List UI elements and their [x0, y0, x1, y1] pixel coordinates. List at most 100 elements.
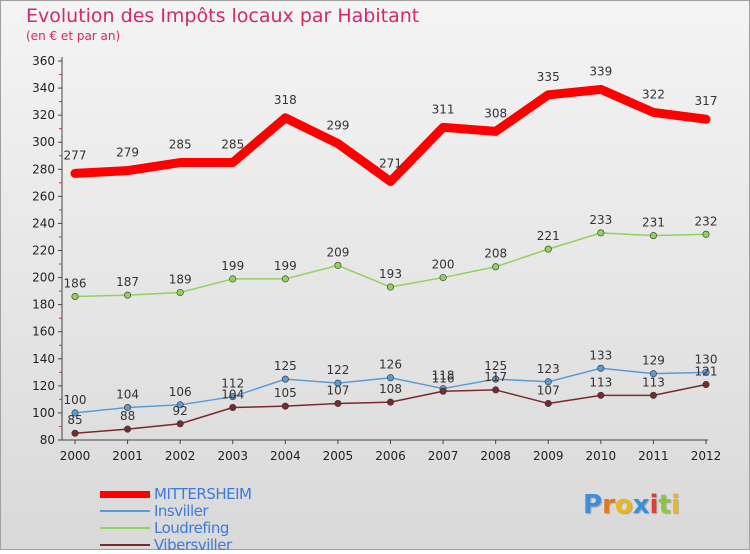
- data-point: [124, 425, 132, 433]
- x-tick-label: 2007: [428, 449, 459, 463]
- data-label: 107: [326, 383, 349, 397]
- logo-letter: o: [614, 490, 633, 520]
- data-label: 193: [379, 267, 402, 281]
- data-point: [334, 379, 342, 387]
- data-label: 113: [642, 375, 665, 389]
- data-point: [649, 391, 657, 399]
- data-label: 130: [695, 352, 718, 366]
- data-label: 277: [64, 148, 87, 162]
- data-point: [71, 293, 79, 301]
- data-label: 123: [537, 362, 560, 376]
- data-point: [386, 283, 394, 291]
- y-tick-label: 240: [32, 216, 55, 230]
- legend-label: Insviller: [154, 502, 209, 520]
- data-label: 107: [537, 383, 560, 397]
- proxiti-logo: Proxiti: [583, 490, 680, 520]
- x-tick-label: 2005: [323, 449, 354, 463]
- data-label: 221: [537, 229, 560, 243]
- y-tick-label: 220: [32, 244, 55, 258]
- data-point: [386, 398, 394, 406]
- legend-label: MITTERSHEIM: [154, 485, 252, 503]
- data-point: [597, 391, 605, 399]
- data-point: [176, 401, 184, 409]
- data-point: [281, 402, 289, 410]
- x-tick-label: 2011: [638, 449, 669, 463]
- logo-letter: P: [583, 490, 603, 520]
- data-point: [229, 404, 237, 412]
- data-point: [124, 291, 132, 299]
- data-label: 299: [326, 119, 349, 133]
- y-tick-label: 120: [32, 379, 55, 393]
- data-label: 209: [326, 245, 349, 259]
- data-point: [176, 420, 184, 428]
- x-tick-label: 2001: [112, 449, 143, 463]
- data-point: [229, 393, 237, 401]
- y-tick-label: 280: [32, 162, 55, 176]
- x-tick-label: 2003: [217, 449, 248, 463]
- legend-swatch: [100, 510, 150, 512]
- data-label: 113: [589, 375, 612, 389]
- x-tick-label: 2006: [375, 449, 406, 463]
- data-label: 232: [695, 214, 718, 228]
- data-label: 187: [116, 275, 139, 289]
- data-label: 108: [379, 382, 402, 396]
- data-label: 85: [67, 413, 82, 427]
- data-label: 335: [537, 70, 560, 84]
- legend-label: Loudrefing: [154, 519, 229, 537]
- series-line-mittersheim: [70, 84, 711, 186]
- data-label: 271: [379, 156, 402, 170]
- data-label: 318: [274, 93, 297, 107]
- data-label: 122: [326, 363, 349, 377]
- y-tick-label: 80: [40, 433, 55, 447]
- y-tick-label: 200: [32, 271, 55, 285]
- data-point: [544, 245, 552, 253]
- data-label: 104: [221, 388, 244, 402]
- data-label: 133: [589, 348, 612, 362]
- data-point: [439, 274, 447, 282]
- chart-title: Evolution des Impôts locaux par Habitant: [26, 5, 420, 27]
- data-point: [492, 375, 500, 383]
- logo-letter: i: [670, 490, 680, 520]
- data-label: 189: [169, 272, 192, 286]
- data-label: 125: [484, 359, 507, 373]
- data-point: [492, 263, 500, 271]
- x-tick-label: 2009: [533, 449, 564, 463]
- data-label: 317: [695, 94, 718, 108]
- data-label: 88: [120, 409, 135, 423]
- data-point: [176, 288, 184, 296]
- data-point: [544, 399, 552, 407]
- data-point: [229, 275, 237, 283]
- data-label: 116: [432, 371, 455, 385]
- data-point: [597, 229, 605, 237]
- data-label: 129: [642, 354, 665, 368]
- data-label: 92: [173, 404, 188, 418]
- data-point: [71, 409, 79, 417]
- data-label: 208: [484, 247, 507, 261]
- data-label: 126: [379, 358, 402, 372]
- legend-swatch: [100, 490, 150, 498]
- data-label: 285: [221, 138, 244, 152]
- y-tick-label: 140: [32, 352, 55, 366]
- logo-letter: r: [602, 490, 615, 520]
- data-label: 200: [432, 258, 455, 272]
- data-point: [649, 370, 657, 378]
- y-tick-label: 320: [32, 108, 55, 122]
- data-label: 118: [432, 369, 455, 383]
- x-tick-label: 2008: [480, 449, 511, 463]
- data-label: 117: [484, 370, 507, 384]
- y-tick-label: 260: [32, 189, 55, 203]
- data-label: 100: [64, 393, 87, 407]
- x-tick-label: 2012: [691, 449, 722, 463]
- data-label: 308: [484, 106, 507, 120]
- data-point: [439, 387, 447, 395]
- y-tick-label: 160: [32, 325, 55, 339]
- data-label: 121: [695, 365, 718, 379]
- data-label: 104: [116, 388, 139, 402]
- legend-label: Vibersviller: [154, 536, 232, 554]
- x-tick-label: 2010: [586, 449, 617, 463]
- data-point: [702, 230, 710, 238]
- data-point: [124, 404, 132, 412]
- y-tick-label: 100: [32, 406, 55, 420]
